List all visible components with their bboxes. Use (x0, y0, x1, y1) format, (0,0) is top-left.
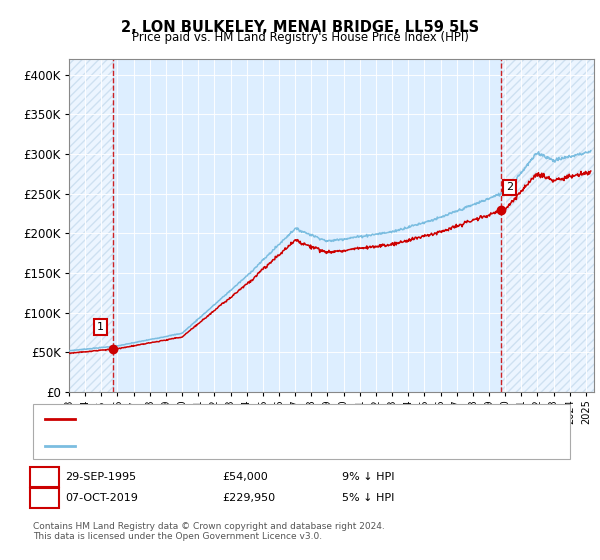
Bar (502, 59, 594, 392)
Text: Price paid vs. HM Land Registry's House Price Index (HPI): Price paid vs. HM Land Registry's House … (131, 31, 469, 44)
Text: 2: 2 (506, 183, 513, 192)
Text: £229,950: £229,950 (222, 493, 275, 503)
Text: 2: 2 (41, 493, 48, 503)
Text: 2, LON BULKELEY, MENAI BRIDGE, LL59 5LS (detached house): 2, LON BULKELEY, MENAI BRIDGE, LL59 5LS … (81, 414, 403, 424)
Text: 2, LON BULKELEY, MENAI BRIDGE, LL59 5LS: 2, LON BULKELEY, MENAI BRIDGE, LL59 5LS (121, 20, 479, 35)
Text: 07-OCT-2019: 07-OCT-2019 (65, 493, 137, 503)
Text: 29-SEP-1995: 29-SEP-1995 (65, 472, 136, 482)
Text: HPI: Average price, detached house, Isle of Anglesey: HPI: Average price, detached house, Isle… (81, 441, 356, 451)
Text: 1: 1 (41, 472, 48, 482)
Text: 1: 1 (97, 322, 104, 332)
Text: 9% ↓ HPI: 9% ↓ HPI (342, 472, 395, 482)
Text: 5% ↓ HPI: 5% ↓ HPI (342, 493, 394, 503)
Text: £54,000: £54,000 (222, 472, 268, 482)
Text: Contains HM Land Registry data © Crown copyright and database right 2024.
This d: Contains HM Land Registry data © Crown c… (33, 522, 385, 542)
Bar (69, 59, 113, 392)
